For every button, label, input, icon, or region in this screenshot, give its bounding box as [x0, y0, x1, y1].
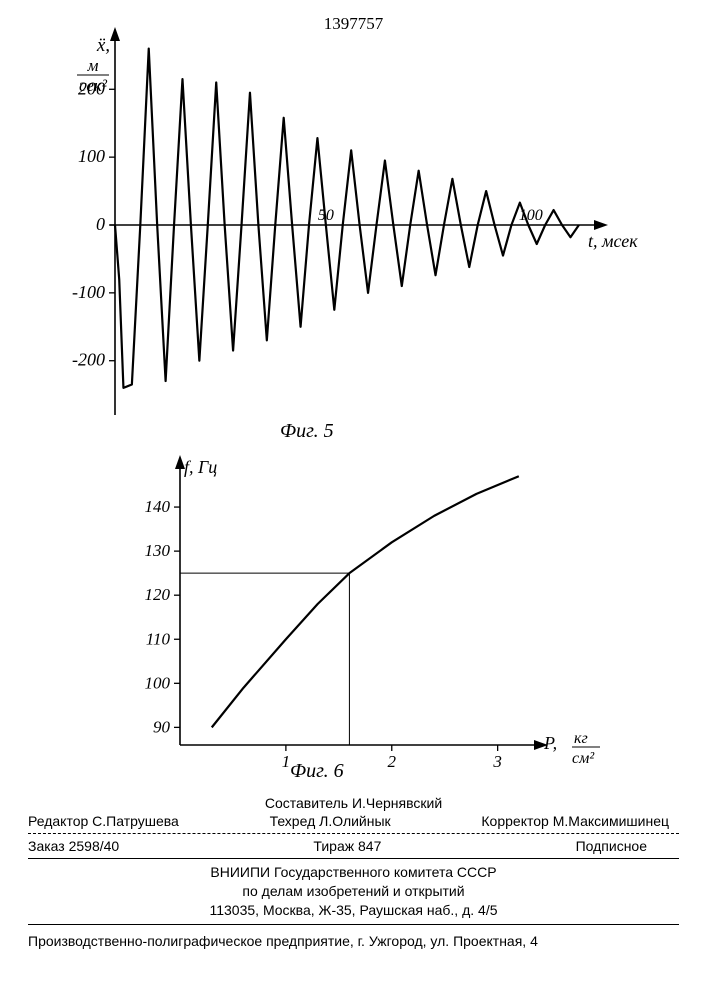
figure-5-label: Фиг. 5	[280, 420, 334, 443]
svg-text:130: 130	[145, 541, 171, 560]
svg-text:-100: -100	[72, 282, 105, 302]
compiler-line: Составитель И.Чернявский	[0, 795, 707, 811]
svg-text:0: 0	[96, 214, 105, 234]
svg-text:м: м	[87, 56, 99, 75]
svg-text:2: 2	[388, 752, 397, 771]
chart1-svg: -200-1000100200ẍ,мсек²50100t, мсек	[60, 30, 610, 420]
frequency-pressure-chart: 90100110120130140123f, ГцP,кгсм²	[120, 455, 580, 775]
podpisnoe-label: Подписное	[576, 838, 647, 854]
svg-text:3: 3	[492, 752, 502, 771]
institution-line-1: ВНИИПИ Государственного комитета СССР	[0, 863, 707, 882]
svg-text:140: 140	[145, 497, 171, 516]
svg-text:P,: P,	[543, 733, 557, 753]
svg-text:100: 100	[78, 146, 105, 166]
divider-1	[28, 858, 679, 859]
order-label: Заказ 2598/40	[28, 838, 119, 854]
institution-block: ВНИИПИ Государственного комитета СССР по…	[0, 863, 707, 920]
printing-house-line: Производственно-полиграфическое предприя…	[0, 927, 707, 949]
page: 1397757 -200-1000100200ẍ,мсек²50100t, мс…	[0, 0, 707, 1000]
svg-text:ẍ,: ẍ,	[96, 35, 110, 56]
svg-text:-200: -200	[72, 350, 105, 370]
figure-6-label: Фиг. 6	[290, 760, 344, 783]
institution-line-2: по делам изобретений и открытий	[0, 882, 707, 901]
svg-text:110: 110	[146, 629, 171, 648]
svg-text:см²: см²	[572, 750, 595, 767]
editor-label: Редактор С.Патрушева	[28, 813, 179, 829]
svg-text:кг: кг	[574, 730, 588, 747]
document-footer: Составитель И.Чернявский Редактор С.Патр…	[0, 795, 707, 949]
oscillation-chart: -200-1000100200ẍ,мсек²50100t, мсек	[60, 30, 610, 420]
techred-label: Техред Л.Олийнык	[270, 813, 391, 829]
svg-text:сек²: сек²	[79, 76, 108, 95]
divider-dashed	[28, 833, 679, 834]
svg-text:f, Гц: f, Гц	[184, 457, 217, 477]
svg-text:1: 1	[282, 752, 291, 771]
svg-text:100: 100	[145, 673, 171, 692]
tirazh-label: Тираж 847	[313, 838, 381, 854]
divider-2	[28, 924, 679, 925]
chart2-svg: 90100110120130140123f, ГцP,кгсм²	[120, 455, 580, 775]
svg-text:90: 90	[153, 717, 171, 736]
svg-text:120: 120	[145, 585, 171, 604]
svg-text:t, мсек: t, мсек	[588, 231, 638, 251]
institution-line-3: 113035, Москва, Ж-35, Раушская наб., д. …	[0, 901, 707, 920]
corrector-label: Корректор М.Максимишинец	[481, 813, 669, 829]
